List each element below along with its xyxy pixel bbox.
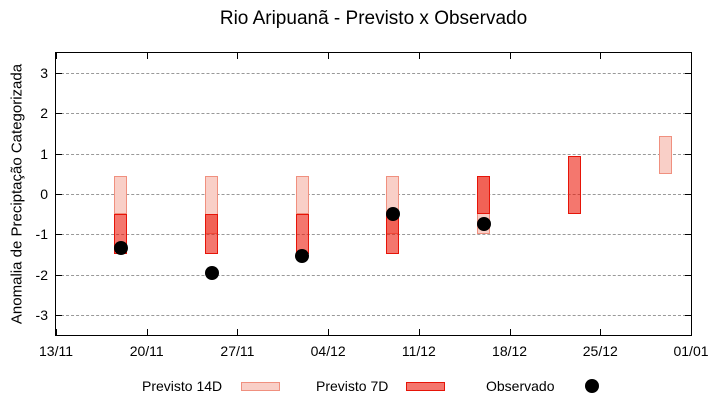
y-gridline — [56, 274, 691, 276]
y-tick-mark — [56, 113, 62, 115]
y-tick-mark — [56, 274, 62, 276]
plot-area: 3 2 1 0 -1 -2 -3 13/11 20/11 27/11 04/12 11/12 18/12… — [36, 52, 709, 359]
y-gridline — [56, 153, 691, 155]
previsto-14d-bar — [114, 175, 128, 215]
y-tick-mark — [685, 153, 691, 155]
previsto-7d-bar — [567, 155, 581, 215]
x-tick-label: 04/12 — [310, 343, 346, 359]
x-tick-label: 27/11 — [220, 343, 255, 359]
y-tick-mark — [685, 113, 691, 115]
y-gridline — [56, 194, 691, 195]
y-tick-mark — [56, 234, 62, 236]
x-tick-mark — [691, 329, 692, 335]
y-tick-mark — [56, 73, 62, 75]
x-tick-mark — [328, 329, 330, 335]
y-tick-label: -3 — [35, 306, 48, 323]
previsto-7d-bar — [477, 175, 491, 215]
y-tick-mark — [56, 153, 62, 155]
y-tick-mark — [56, 314, 62, 316]
previsto-7d-swatch-icon — [406, 382, 445, 391]
x-tick-label: 20/11 — [129, 343, 164, 359]
y-tick-label: -2 — [35, 266, 48, 283]
previsto-14d-swatch-icon — [241, 382, 280, 391]
y-gridline — [56, 113, 691, 115]
legend: Previsto 14D Previsto 7D Observado — [0, 374, 720, 400]
observado-point — [113, 241, 128, 256]
x-tick-mark — [418, 329, 420, 335]
chart-title: Rio Aripuanã - Previsto x Observado — [219, 8, 528, 29]
x-tick-mark — [600, 329, 602, 335]
x-tick-mark — [56, 329, 57, 335]
y-tick-mark — [685, 314, 691, 316]
observado-point — [476, 217, 491, 232]
x-tick-mark — [146, 329, 148, 335]
legend-label-previsto-14d: Previsto 14D — [142, 378, 223, 394]
previsto-14d-bar — [295, 175, 309, 215]
observado-point — [295, 249, 310, 264]
previsto-7d-bar — [205, 214, 218, 255]
x-tick-mark — [237, 329, 239, 335]
x-tick-mark — [328, 53, 330, 59]
observado-dot-icon — [585, 379, 599, 393]
y-tick-mark — [685, 73, 691, 75]
x-tick-label: 13/11 — [39, 343, 73, 359]
observado-point — [385, 207, 400, 222]
x-tick-mark — [509, 53, 511, 59]
y-tick-label: 1 — [40, 145, 48, 162]
x-tick-label: 25/12 — [582, 343, 618, 359]
y-tick-label: 2 — [40, 105, 48, 122]
y-gridline — [56, 234, 691, 236]
x-tick-label: 18/12 — [492, 343, 528, 359]
legend-label-previsto-7d: Previsto 7D — [316, 378, 389, 394]
y-gridline — [56, 73, 691, 75]
y-tick-mark — [685, 234, 691, 236]
x-tick-mark — [600, 53, 602, 59]
x-tick-mark — [509, 329, 511, 335]
observado-point — [204, 265, 219, 280]
x-tick-mark — [418, 53, 420, 59]
x-tick-mark — [146, 53, 148, 59]
y-tick-label: 0 — [40, 186, 48, 202]
y-gridline — [56, 314, 691, 316]
y-tick-mark — [685, 194, 691, 195]
x-tick-mark — [56, 53, 57, 59]
x-tick-mark — [691, 53, 692, 59]
previsto-7d-bar — [295, 214, 309, 255]
x-tick-label: 11/12 — [401, 343, 436, 359]
y-tick-label: 3 — [40, 65, 48, 82]
previsto-14d-bar — [658, 135, 672, 174]
y-tick-label: -1 — [35, 226, 48, 243]
x-tick-label: 01/01 — [673, 343, 709, 359]
legend-label-observado: Observado — [486, 378, 555, 394]
y-axis-label: Anomalia de Preciptação Categorizada — [8, 63, 26, 325]
y-tick-mark — [685, 274, 691, 276]
y-tick-mark — [56, 194, 62, 195]
x-tick-mark — [237, 53, 239, 59]
